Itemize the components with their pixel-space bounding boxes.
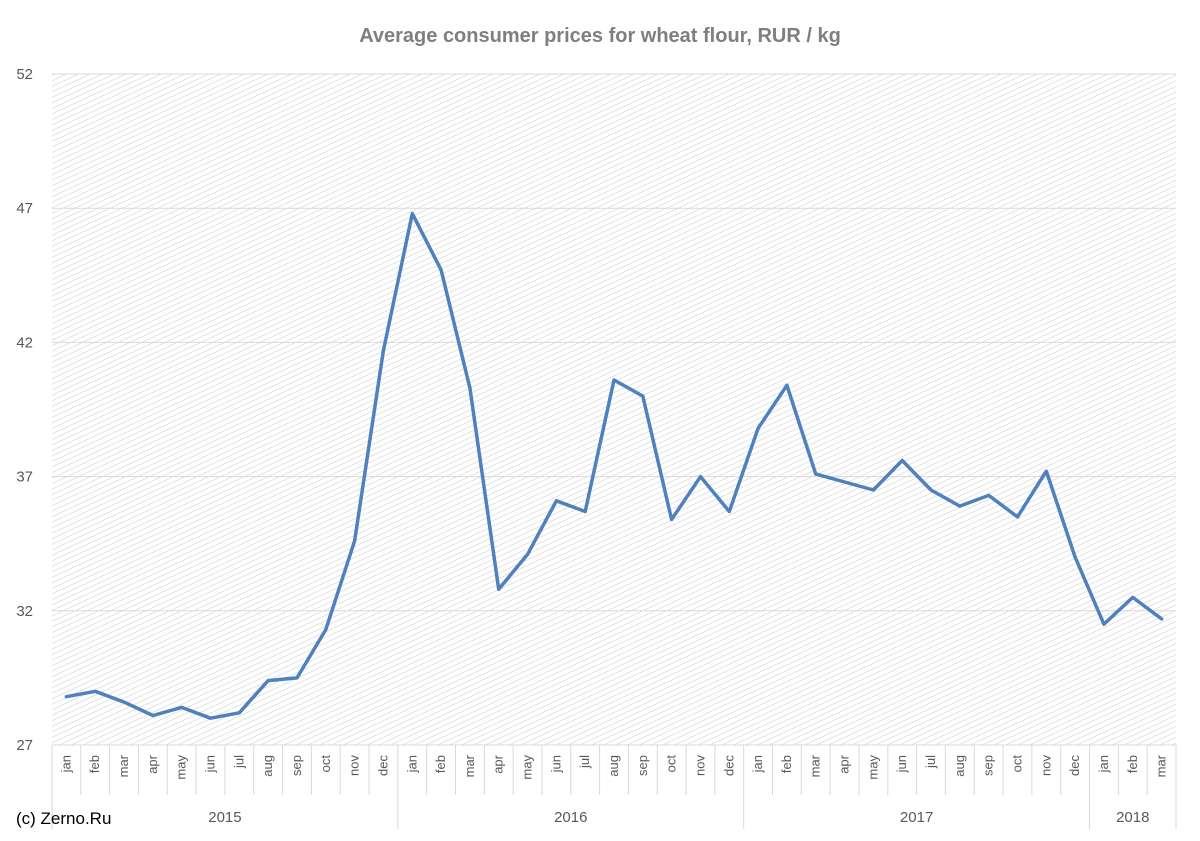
chart-title: Average consumer prices for wheat flour,… (359, 25, 841, 47)
data-point (209, 716, 213, 720)
x-axis: jan feb mar apr may jun jul aug sep oct nov dec jan f… (51, 744, 1177, 829)
data-point (1044, 469, 1048, 473)
x-tick-label-month: oct (318, 755, 333, 773)
data-point (526, 552, 530, 556)
data-point (814, 472, 818, 476)
data-point (1160, 617, 1164, 621)
x-tick-label-month: oct (664, 755, 679, 773)
plot-area (52, 74, 1176, 745)
data-point (1102, 622, 1106, 626)
data-point (439, 268, 443, 272)
x-tick-label-year: 2016 (554, 809, 587, 826)
data-point (756, 426, 760, 430)
data-point (670, 518, 674, 522)
x-tick-label-month: jul (231, 755, 246, 769)
x-tick-label-month: jan (404, 755, 419, 773)
data-point (353, 539, 357, 543)
data-point (151, 713, 155, 717)
series-group (64, 211, 1164, 720)
x-tick-label-month: jul (923, 755, 938, 769)
y-axis: 27 32 37 42 47 52 (16, 66, 33, 754)
data-point (295, 676, 299, 680)
data-point (381, 348, 385, 352)
x-tick-label-month: sep (635, 755, 650, 776)
x-tick-label-month: sep (981, 755, 996, 776)
data-point (410, 212, 414, 216)
data-point (554, 499, 558, 503)
x-tick-label-month: feb (433, 755, 448, 773)
x-tick-label-month: feb (87, 755, 102, 773)
x-tick-label-year: 2015 (208, 809, 241, 826)
y-tick-label: 32 (16, 603, 33, 620)
data-point (497, 587, 501, 591)
x-tick-label-month: aug (952, 755, 967, 777)
data-point (237, 711, 241, 715)
data-point (468, 386, 472, 390)
x-tick-label-month: nov (1038, 755, 1053, 776)
x-tick-label-month: dec (1067, 755, 1082, 776)
data-point (843, 480, 847, 484)
data-point (93, 689, 97, 693)
y-tick-label: 27 (16, 737, 33, 754)
x-tick-label-month: nov (347, 755, 362, 776)
x-tick-label-month: mar (808, 754, 823, 777)
data-point (987, 493, 991, 497)
x-tick-label-month: mar (1154, 754, 1169, 777)
x-tick-label-month: apr (837, 754, 852, 773)
data-point (64, 695, 68, 699)
x-tick-label-month: feb (1125, 755, 1140, 773)
data-point (698, 475, 702, 479)
x-tick-label-month: oct (1009, 755, 1024, 773)
x-tick-label-month: aug (606, 755, 621, 777)
x-tick-label-month: jan (750, 755, 765, 773)
x-tick-label-month: jun (548, 755, 563, 773)
data-point (583, 509, 587, 513)
y-tick-label: 52 (16, 66, 33, 83)
y-tick-label: 47 (16, 200, 33, 217)
x-tick-label-month: jan (58, 755, 73, 773)
data-point (1073, 555, 1077, 559)
data-point (180, 705, 184, 709)
x-tick-label-month: may (174, 755, 189, 780)
x-tick-label-month: may (865, 755, 880, 780)
data-point (900, 458, 904, 462)
x-tick-label-month: may (520, 755, 535, 780)
y-tick-label: 42 (16, 334, 33, 351)
x-tick-label-month: jul (577, 755, 592, 769)
x-tick-label-year: 2018 (1116, 809, 1149, 826)
x-tick-label-month: jan (1096, 755, 1111, 773)
data-point (958, 504, 962, 508)
data-point (1015, 515, 1019, 519)
x-tick-label-month: apr (145, 754, 160, 773)
copyright-credit: (c) Zerno.Ru (16, 809, 112, 828)
x-tick-label-month: feb (779, 755, 794, 773)
x-tick-label-month: dec (375, 755, 390, 776)
y-tick-label: 37 (16, 469, 33, 486)
x-tick-label-month: jun (203, 755, 218, 773)
x-tick-label-month: mar (116, 754, 131, 777)
x-tick-label-month: mar (462, 754, 477, 777)
x-tick-label-month: dec (721, 755, 736, 776)
x-tick-label-month: apr (491, 754, 506, 773)
data-point (324, 628, 328, 632)
data-point (929, 488, 933, 492)
data-point (785, 383, 789, 387)
x-tick-label-year: 2017 (900, 809, 933, 826)
x-tick-label-month: jun (894, 755, 909, 773)
x-tick-label-month: nov (692, 755, 707, 776)
x-tick-label-month: sep (289, 755, 304, 776)
data-point (641, 394, 645, 398)
x-tick-label-month: aug (260, 755, 275, 777)
data-point (871, 488, 875, 492)
data-point (612, 378, 616, 382)
data-point (1131, 595, 1135, 599)
data-point (727, 509, 731, 513)
data-point (266, 679, 270, 683)
data-point (122, 700, 126, 704)
